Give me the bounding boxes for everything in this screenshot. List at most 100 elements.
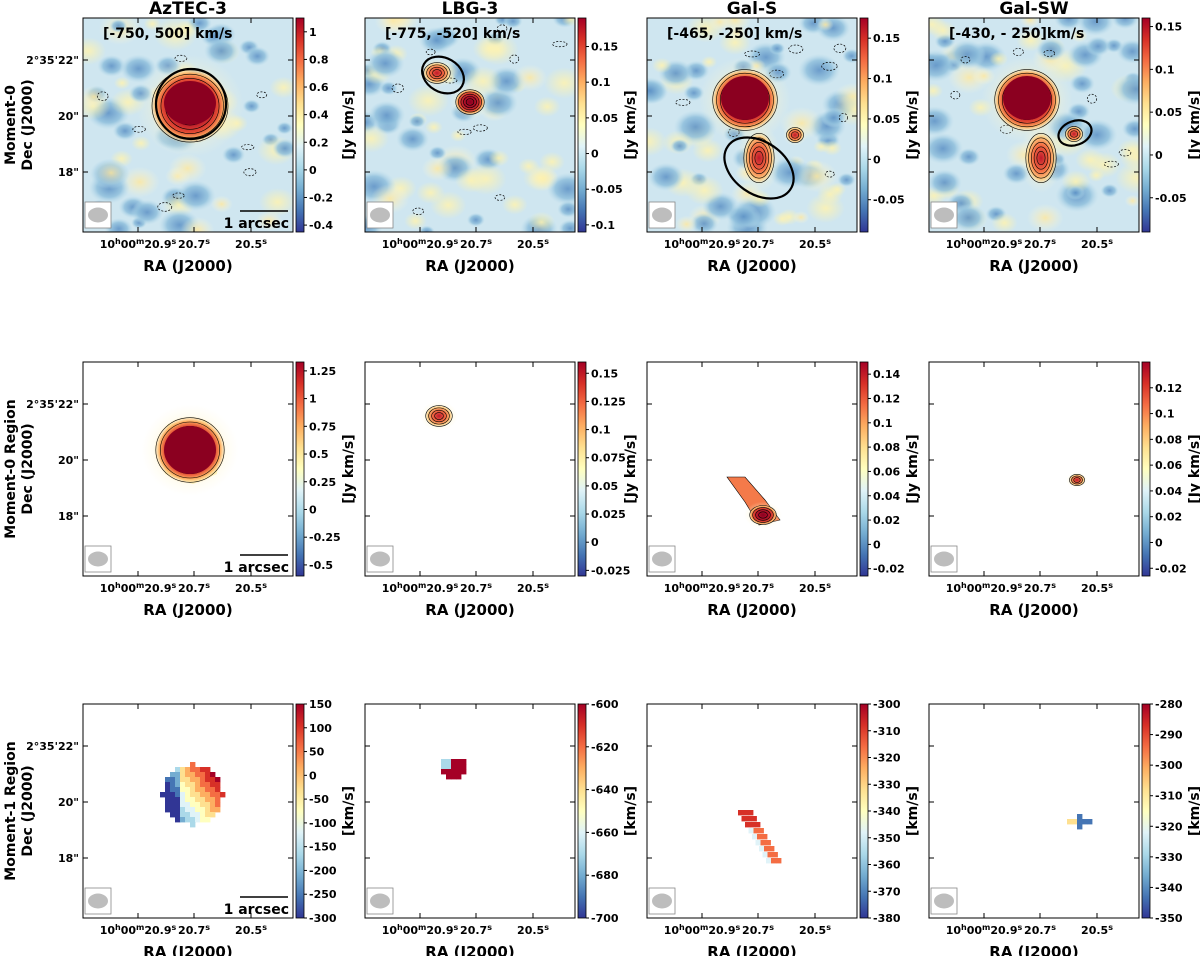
x-tick-label: 20.7s <box>460 923 492 938</box>
noise-blob <box>83 85 109 109</box>
source-emission <box>749 505 777 525</box>
velocity-pixel <box>205 812 211 818</box>
velocity-pixel <box>215 792 221 798</box>
noise-blob <box>221 145 246 164</box>
noise-blob <box>244 46 271 66</box>
velocity-pixel <box>190 817 196 823</box>
noise-blob <box>203 37 239 65</box>
y-tick-label: 2°35'22" <box>26 740 79 753</box>
colorbar-tick-label: 0 <box>873 538 881 551</box>
velocity-pixel <box>190 787 196 793</box>
x-axis-label: RA (J2000) <box>143 601 232 619</box>
noise-blob <box>276 121 293 135</box>
contour-line <box>465 98 475 106</box>
colorbar-tick-label: -150 <box>309 841 337 854</box>
velocity-pixel <box>185 792 191 798</box>
velocity-pixel <box>215 802 221 808</box>
colorbar-label: [Jy km/s] <box>623 90 639 159</box>
velocity-pixel <box>190 812 196 818</box>
velocity-pixel <box>180 807 186 813</box>
colorbar-tick-label: 0.1 <box>591 76 611 89</box>
colorbar-tick-label: 0.025 <box>591 508 626 521</box>
y-tick-label: 20" <box>58 796 79 809</box>
colorbar-tick-label: 0.06 <box>873 465 900 478</box>
x-tick-label: 20.7s <box>1024 237 1056 252</box>
velocity-pixel <box>170 807 176 813</box>
colorbar <box>859 703 869 919</box>
velocity-pixel <box>200 802 206 808</box>
colorbar-tick-label: 0 <box>309 769 317 782</box>
contour-line <box>432 69 442 77</box>
velocity-pixel <box>185 812 191 818</box>
colorbar-tick-label: 0 <box>309 164 317 177</box>
panel-image <box>83 18 293 232</box>
velocity-pixel <box>190 762 196 768</box>
noise-blob <box>1115 161 1139 194</box>
x-tick-label: 20.5s <box>235 581 267 596</box>
colorbar-tick-label: 0.1 <box>1155 63 1175 76</box>
noise-blob <box>1100 183 1119 198</box>
velocity-pixel <box>205 807 211 813</box>
velocity-pixel <box>180 797 186 803</box>
noise-blob <box>242 99 261 114</box>
contour-line <box>791 131 799 139</box>
colorbar-tick-label: 0.1 <box>1155 408 1175 421</box>
colorbar-tick-label: -370 <box>873 885 901 898</box>
map-background <box>929 362 1139 576</box>
row-label: Moment-0 <box>3 85 19 165</box>
plot-frame <box>646 17 858 233</box>
plot-frame <box>364 361 576 577</box>
colorbar-tick-label: -100 <box>309 817 337 830</box>
velocity-pixel <box>190 822 196 828</box>
colorbar-tick-label: 0.08 <box>1155 433 1182 446</box>
velocity-pixel <box>185 787 191 793</box>
velocity-pixel <box>195 807 201 813</box>
velocity-pixel <box>165 802 171 808</box>
noise-blob <box>1026 203 1064 232</box>
velocity-pixel <box>165 792 171 798</box>
noise-blob <box>109 19 128 33</box>
colorbar-tick-label: -290 <box>1155 729 1183 742</box>
velocity-pixel <box>195 777 201 783</box>
noise-blob <box>430 191 467 220</box>
velocity-pixel <box>210 797 216 803</box>
y-tick-label: 18" <box>58 852 79 865</box>
plot-frame <box>82 17 294 233</box>
panel-moment0-aztec-3: 1 arcsec [-750, 500] km/s 10h00m20.9s 20.7s… <box>3 17 357 275</box>
colorbar-tick-label: 0.02 <box>873 514 900 527</box>
velocity-pixel <box>170 792 176 798</box>
negative-contour <box>425 48 436 56</box>
velocity-pixel <box>215 787 221 793</box>
velocity-pixel <box>175 787 181 793</box>
x-axis-label: RA (J2000) <box>425 257 514 275</box>
colorbar-tick-label: 0.05 <box>591 112 618 125</box>
colorbar-tick-label: 100 <box>309 722 332 735</box>
velocity-pixel <box>200 767 206 773</box>
contour-line <box>1065 126 1083 142</box>
colorbar-tick-label: -300 <box>873 698 901 711</box>
velocity-pixel <box>456 769 462 775</box>
source-core <box>164 426 216 474</box>
colorbar <box>295 703 305 919</box>
y-tick-label: 18" <box>58 510 79 523</box>
velocity-pixel <box>451 774 457 780</box>
colorbar <box>577 17 587 233</box>
colorbar-tick-label: -350 <box>873 832 901 845</box>
contour-line <box>1025 133 1057 184</box>
velocity-pixel <box>767 852 773 858</box>
x-tick-label: 10h00m20.9s <box>664 923 741 938</box>
x-tick-label: 10h00m20.9s <box>100 923 177 938</box>
colorbar-tick-label: 0.8 <box>309 53 329 66</box>
row-label: Moment-1 Region <box>3 741 19 880</box>
colorbar-tick-label: 0.12 <box>1155 382 1182 395</box>
contour-line <box>1036 150 1046 166</box>
velocity-pixel <box>456 774 462 780</box>
velocity-pixel <box>748 828 754 834</box>
x-tick-label: 20.7s <box>460 237 492 252</box>
colorbar-tick-label: -310 <box>873 725 901 738</box>
contour-line <box>758 511 768 519</box>
